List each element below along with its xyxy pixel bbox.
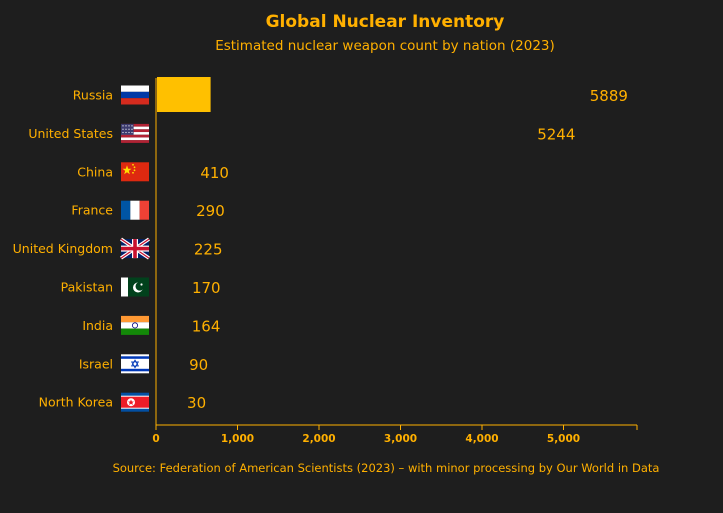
category-label: Israel	[79, 356, 113, 371]
chart-title: Global Nuclear Inventory	[266, 12, 505, 32]
x-tick-label: 0	[152, 433, 159, 445]
value-label: 5889	[590, 87, 628, 105]
flag-china-icon	[121, 162, 149, 182]
x-tick-label: 2,000	[302, 433, 335, 445]
x-tick-label: 3,000	[384, 433, 417, 445]
value-label: 225	[194, 241, 223, 259]
chart-subtitle: Estimated nuclear weapon count by nation…	[215, 38, 555, 54]
bar-russia	[157, 77, 211, 112]
category-label: United Kingdom	[13, 241, 113, 256]
value-label: 290	[196, 202, 225, 220]
flag-north-korea-icon	[121, 392, 149, 412]
x-tick-label: 4,000	[465, 433, 498, 445]
x-tick-label: 1,000	[221, 433, 254, 445]
category-label: France	[71, 203, 113, 218]
value-label: 164	[192, 317, 221, 335]
value-label: 410	[200, 164, 229, 182]
value-label: 30	[187, 394, 206, 412]
flag-pakistan-icon	[121, 277, 149, 297]
value-label: 90	[189, 356, 208, 374]
flag-israel-icon	[121, 354, 149, 374]
flag-russia-icon	[121, 85, 149, 105]
category-label: India	[82, 318, 113, 333]
category-label: United States	[28, 126, 113, 141]
chart-source: Source: Federation of American Scientist…	[113, 461, 660, 475]
value-label: 5244	[537, 125, 575, 143]
flag-united-states-icon	[121, 123, 149, 143]
flag-france-icon	[121, 200, 149, 220]
chart-marks: 0 1,000 2,000 3,000 4,000 5,000 Russia 5889 Unit…	[13, 77, 638, 445]
category-label: North Korea	[39, 395, 113, 410]
flag-india-icon	[121, 315, 149, 335]
category-label: China	[77, 164, 113, 179]
value-label: 170	[192, 279, 221, 297]
x-tick-label: 5,000	[547, 433, 580, 445]
flag-united-kingdom-icon	[120, 237, 150, 260]
category-label: Russia	[73, 88, 113, 103]
category-label: Pakistan	[61, 280, 113, 295]
